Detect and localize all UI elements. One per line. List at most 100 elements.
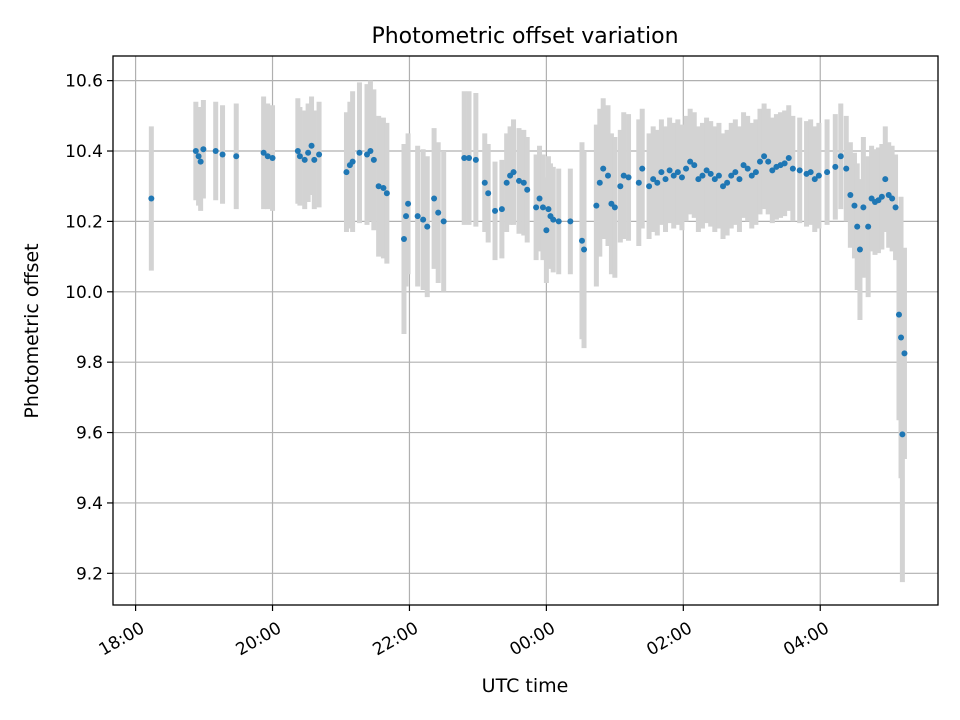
data-point (691, 162, 698, 169)
data-point (536, 195, 543, 202)
data-point (711, 176, 718, 183)
data-point (715, 172, 722, 179)
data-point (435, 209, 442, 216)
data-point (316, 151, 323, 158)
x-axis-ticks: 18:00 20:00 22:00 00:00 02:00 04:00 (96, 605, 833, 660)
data-point (740, 162, 747, 169)
data-point (815, 172, 822, 179)
data-point (683, 165, 690, 172)
data-point (843, 165, 850, 172)
data-point (895, 311, 902, 318)
y-tick-label: 9.6 (76, 424, 103, 444)
data-point (611, 204, 618, 211)
plot-frame (112, 55, 939, 606)
data-point (420, 216, 427, 223)
data-point (898, 334, 905, 341)
data-point (878, 193, 885, 200)
data-point (654, 179, 661, 186)
data-point (400, 236, 407, 242)
data-point (728, 172, 735, 179)
data-point (197, 158, 204, 165)
data-point (666, 167, 673, 174)
data-point (769, 167, 776, 174)
data-point (837, 153, 844, 160)
data-point (851, 202, 858, 209)
data-point (620, 172, 627, 179)
data-point (752, 169, 759, 176)
data-point (539, 204, 546, 211)
data-point (383, 190, 390, 197)
chart-title: Photometric offset variation (371, 24, 678, 49)
y-tick-label: 10.6 (65, 72, 103, 92)
data-point (492, 207, 499, 214)
data-point (785, 155, 792, 162)
data-point (311, 156, 318, 163)
x-tick-label: 04:00 (780, 618, 832, 660)
data-point (550, 216, 557, 223)
data-point (901, 350, 908, 357)
data-point (301, 156, 308, 163)
data-point (899, 431, 906, 438)
data-point (461, 155, 468, 162)
data-point (403, 213, 410, 220)
data-point (765, 158, 772, 165)
data-point (264, 153, 271, 160)
data-point (440, 218, 447, 225)
data-point (639, 165, 646, 172)
data-point (789, 165, 796, 172)
data-point (670, 172, 677, 179)
data-point (650, 176, 657, 183)
data-point (343, 169, 350, 176)
error-bars (148, 80, 907, 583)
data-point (860, 204, 867, 211)
data-point (510, 169, 517, 176)
y-tick-label: 9.2 (76, 564, 103, 584)
data-point (219, 151, 226, 158)
y-axis-label: Photometric offset (21, 243, 43, 418)
data-point (405, 200, 412, 207)
data-point (294, 148, 301, 155)
data-point (472, 156, 479, 163)
data-point (832, 163, 839, 170)
data-point (269, 155, 276, 162)
data-point (515, 177, 522, 184)
data-point (781, 160, 788, 167)
y-tick-label: 9.8 (76, 353, 103, 373)
x-tick-label: 22:00 (370, 618, 422, 660)
data-point (889, 195, 896, 202)
data-point (635, 179, 642, 186)
data-point (466, 155, 473, 162)
data-point (308, 142, 315, 149)
data-point (356, 149, 363, 156)
data-point (567, 218, 574, 225)
data-point (520, 179, 527, 186)
data-point (192, 148, 199, 155)
data-point (533, 204, 540, 211)
data-point (481, 179, 488, 186)
data-point (695, 176, 702, 183)
data-point (732, 169, 739, 176)
data-point (543, 227, 550, 234)
y-axis-ticks: 9.2 9.4 9.6 9.8 10.0 10.2 10.4 10.6 (65, 72, 113, 584)
data-point (699, 172, 706, 179)
y-tick-label: 10.2 (65, 212, 103, 232)
data-point (854, 223, 861, 230)
data-point (431, 195, 438, 202)
y-tick-label: 10.4 (65, 142, 103, 162)
data-point (367, 148, 374, 155)
data-point (678, 174, 685, 181)
data-point (498, 206, 505, 213)
data-point (545, 206, 552, 213)
data-point (581, 246, 588, 253)
data-point (148, 195, 155, 202)
data-point (744, 165, 751, 172)
data-point (662, 176, 669, 183)
x-tick-label: 20:00 (233, 618, 285, 660)
data-point (761, 153, 768, 160)
data-point (605, 172, 611, 179)
y-tick-label: 9.4 (76, 494, 103, 514)
data-point (370, 156, 377, 163)
x-tick-label: 02:00 (643, 618, 695, 660)
data-point (756, 158, 763, 165)
